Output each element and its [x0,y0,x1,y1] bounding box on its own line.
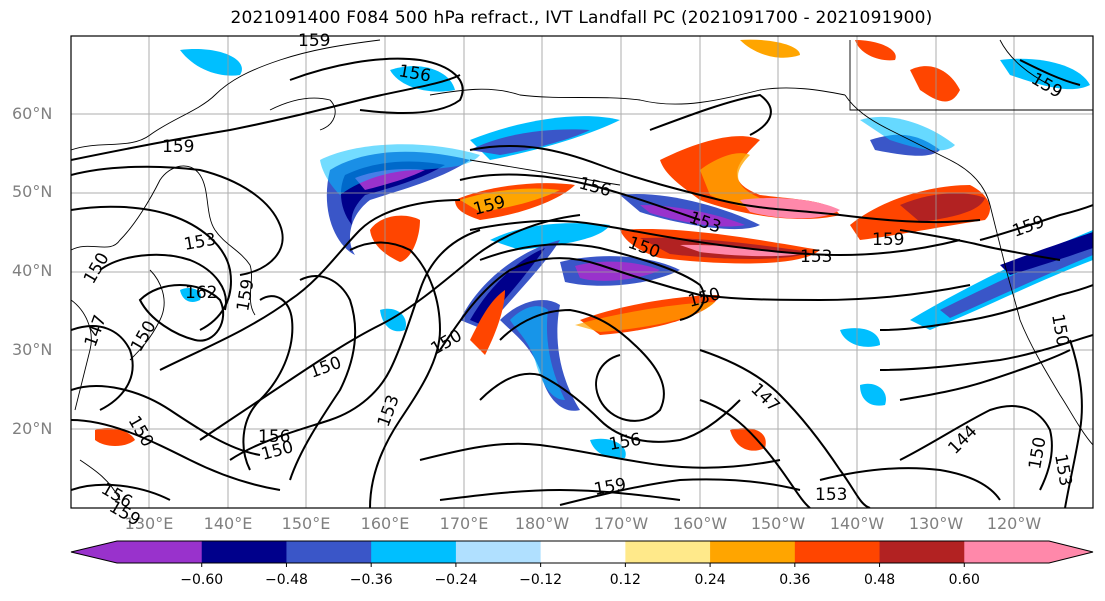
contour-label: 162 [185,283,217,303]
colorbar-tick-label: 0.12 [609,572,641,588]
colorbar-segment [455,541,542,563]
contour-label: 153 [800,247,832,267]
lon-label-140w: 140°W [829,514,885,533]
colorbar-tick-label: −0.60 [180,572,224,588]
anomaly-shading [95,39,1093,459]
lat-label-30n: 30°N [12,340,53,359]
colorbar-segment [540,541,626,563]
colorbar-segment [286,541,372,563]
colorbar-segment [625,541,711,563]
contour-label: 156 [258,427,290,447]
colorbar-tick-label: 0.36 [779,572,811,588]
contours [71,57,1093,508]
colorbar-tick-label: 0.48 [863,572,896,588]
contour-label: 159 [298,31,330,51]
colorbar-tick-label: 0.24 [694,572,726,588]
colorbar-tick-label: −0.24 [434,572,478,588]
lon-label-170w: 170°W [593,514,649,533]
lon-label-160e: 160°E [360,514,410,533]
graticule [71,36,1093,508]
lat-label-20n: 20°N [12,419,53,438]
lon-label-150w: 150°W [750,514,806,533]
lon-label-150e: 150°E [281,514,331,533]
lon-label-140e: 140°E [203,514,253,533]
lon-label-120w: 120°W [986,514,1042,533]
lon-label-180w: 180°W [514,514,570,533]
colorbar-segment [964,541,1050,563]
colorbar-arrow-right [1049,541,1093,563]
colorbar-segment [371,541,457,563]
colorbar-segment [879,541,965,563]
colorbar [70,540,1094,567]
lon-label-130e: 130°E [124,514,174,533]
contour-label: 153 [815,485,847,505]
lat-label-60n: 60°N [12,104,53,123]
colorbar-tick-label: −0.12 [519,572,563,588]
colorbar-segment [117,541,203,563]
colorbar-arrow-left [71,541,117,563]
lat-label-50n: 50°N [12,182,53,201]
colorbar-outline [70,540,1094,564]
map-title: 2021091400 F084 500 hPa refract., IVT La… [230,8,933,28]
lon-label-130w: 130°W [908,514,964,533]
contour-label: 159 [162,137,194,157]
lat-label-40n: 40°N [12,261,53,280]
map-frame [70,35,1094,509]
lon-label-170e: 170°E [439,514,489,533]
colorbar-tick-label: −0.36 [349,572,393,588]
colorbar-segment [710,541,796,563]
colorbar-tick-label: −0.48 [265,572,308,588]
colorbar-tick-label: 0.60 [948,572,980,588]
lon-label-160w: 160°W [672,514,728,533]
colorbar-segment [201,541,287,563]
contour-label: 159 [872,230,904,250]
colorbar-segment [794,541,881,563]
